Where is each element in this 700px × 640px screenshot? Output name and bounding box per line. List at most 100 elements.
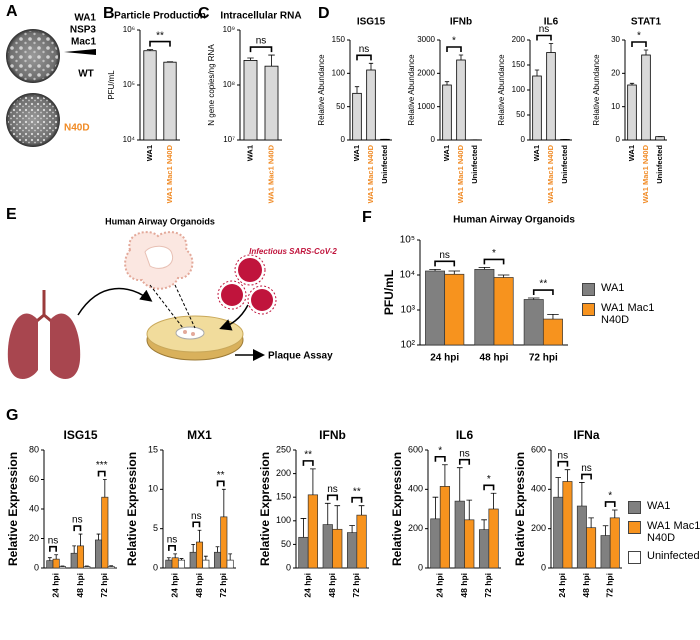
- y-tick-label: 10²: [401, 340, 416, 351]
- significance-label: ns: [539, 24, 550, 35]
- x-tick-label: 24 hpi: [169, 573, 179, 598]
- significance-bracket: [356, 54, 372, 61]
- error-bar: [579, 482, 585, 507]
- error-bar: [324, 502, 331, 525]
- bar: [493, 277, 514, 346]
- y-tick-label: 50: [281, 539, 291, 549]
- x-tick-label: 72 hpi: [604, 573, 614, 598]
- x-tick-label: WA1 Mac1 N40D: [165, 144, 174, 203]
- x-tick-label: 72 hpi: [99, 573, 109, 598]
- y-tick-label: 10⁴: [400, 270, 415, 281]
- x-tick-label: 24 hpi: [50, 573, 60, 598]
- error-bar: [102, 479, 107, 498]
- bar: [332, 528, 343, 569]
- error-bar: [368, 62, 374, 70]
- chart-title: IL6: [456, 428, 474, 442]
- x-tick-label: WA1 Mac1 N40D: [266, 144, 275, 203]
- virus-label: Infectious SARS-CoV-2: [249, 247, 337, 256]
- bar: [177, 559, 186, 569]
- y-tick-label: 10⁴: [123, 135, 136, 144]
- error-bar: [358, 505, 365, 516]
- x-tick-label: WA1 Mac1 N40D: [456, 144, 465, 203]
- y-tick-label: 150: [512, 60, 526, 69]
- bar: [107, 566, 115, 569]
- chart: STAT1 Relative Abundance 0 10 20 30 WA1 WA1 Mac…: [592, 17, 667, 203]
- bar: [600, 535, 611, 569]
- chart: C Intracellular RNA N gene copies/ng RNA 10…: [198, 5, 302, 203]
- significance-bracket: [49, 545, 57, 552]
- x-tick-label: WA1: [245, 145, 254, 161]
- petri-dish: [146, 315, 244, 361]
- y-tick-label: 200: [276, 468, 291, 478]
- arrow: [77, 287, 153, 316]
- error-bar: [442, 464, 448, 487]
- y-axis-label: Relative Abundance: [592, 54, 601, 126]
- legend-item: WA1 Mac1 N40D: [628, 520, 700, 544]
- bar: [532, 75, 542, 141]
- bar: [488, 508, 499, 569]
- error-bar: [612, 509, 618, 518]
- error-bar: [54, 554, 59, 560]
- x-tick-label: 48 hpi: [581, 573, 591, 598]
- y-tick-label: 200: [512, 35, 526, 44]
- error-bar: [334, 505, 341, 530]
- chart-title: IL6: [544, 17, 559, 28]
- bar: [94, 539, 103, 569]
- bar: [220, 516, 228, 569]
- significance-bracket: [581, 473, 592, 480]
- panel-letter: B: [103, 5, 115, 22]
- bar: [143, 50, 157, 141]
- x-tick-label: WA1: [532, 145, 541, 161]
- error-bar: [444, 81, 450, 85]
- panel-letter: A: [6, 3, 18, 20]
- y-tick-label: 10⁵: [123, 80, 135, 89]
- error-bar: [643, 49, 649, 55]
- significance-label: ns: [48, 535, 59, 546]
- error-bar: [96, 533, 101, 540]
- bar: [546, 52, 556, 141]
- lungs: [7, 290, 81, 380]
- y-axis-label: N gene copies/ng RNA: [207, 44, 216, 126]
- y-tick-label: 15: [148, 444, 158, 454]
- y-axis-label: Relative Expression: [513, 452, 527, 566]
- error-bar: [109, 565, 114, 567]
- assay-label: Plaque Assay: [268, 351, 333, 362]
- chart: MX1 Relative Expression 0 5 10 15 24 hpi 48 hpi…: [125, 428, 236, 598]
- panel-letter: F: [362, 209, 372, 226]
- virus: [217, 254, 277, 315]
- significance-label: ns: [439, 250, 450, 261]
- chart-title: ISG15: [357, 17, 386, 28]
- x-tick-label: WA1: [145, 145, 154, 161]
- x-tick-label: 48 hpi: [194, 573, 204, 598]
- wedge: [64, 49, 96, 55]
- bar: [213, 551, 222, 569]
- legend-swatch: [628, 521, 641, 534]
- y-tick-label: 400: [531, 484, 546, 494]
- error-bar: [547, 313, 559, 320]
- error-bar: [179, 558, 184, 561]
- error-bar: [191, 544, 196, 553]
- bar: [464, 519, 475, 569]
- significance-bracket: [434, 455, 446, 462]
- y-axis-label: Relative Expression: [125, 452, 139, 566]
- construct-label: WA1: [74, 13, 96, 24]
- chart: IFNa Relative Expression 0 200 400 600 24 hpi 4…: [513, 428, 622, 598]
- bar: [243, 60, 258, 141]
- error-bar: [456, 467, 463, 502]
- chart: IL6 Relative Abundance 0 50 100 150 200 WA1 WA1 …: [497, 17, 572, 203]
- chart: IFNb Relative Abundance 0 1000 2000 3000 WA1 WA…: [407, 17, 482, 203]
- significance-bracket: [458, 458, 471, 465]
- x-tick-label: WA1: [352, 145, 361, 161]
- error-bar: [247, 57, 254, 61]
- significance-label: **: [353, 486, 361, 497]
- y-tick-label: 100: [276, 515, 291, 525]
- y-tick-label: 0: [286, 562, 291, 572]
- significance-label: *: [452, 36, 456, 47]
- y-tick-label: 10⁶: [123, 25, 135, 34]
- legend-item: Uninfected: [628, 550, 700, 564]
- bar: [322, 524, 333, 569]
- error-bar: [203, 555, 208, 561]
- error-bar: [497, 274, 510, 278]
- error-bar: [354, 86, 360, 94]
- error-bar: [548, 43, 554, 53]
